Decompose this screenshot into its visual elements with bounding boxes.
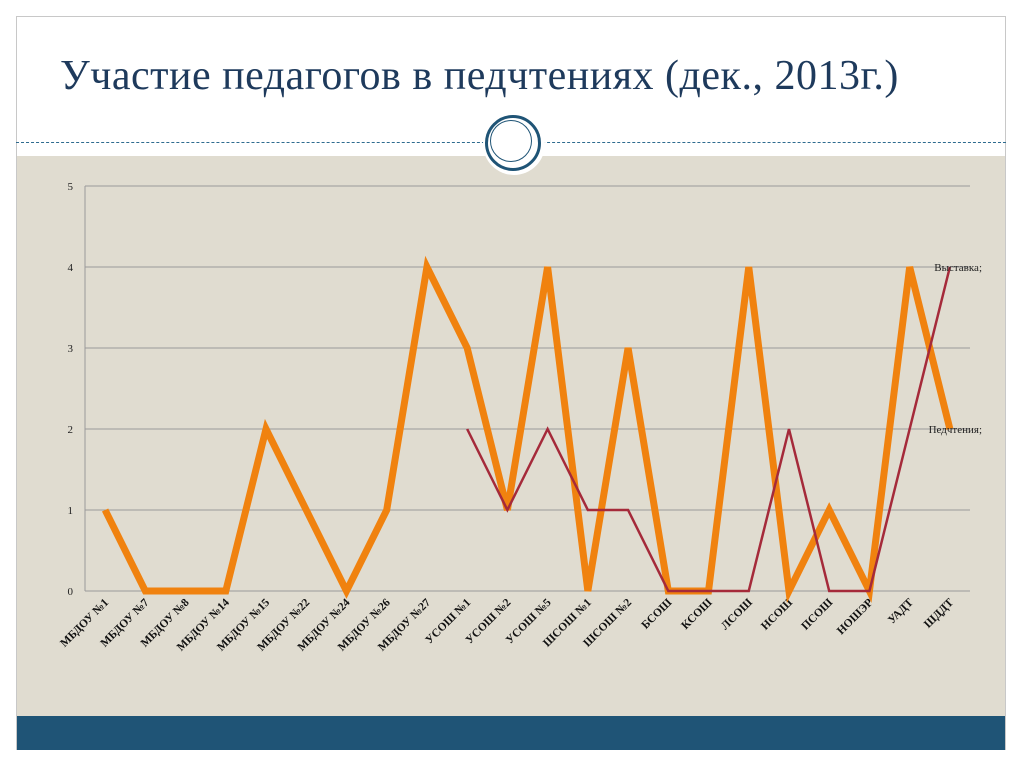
series-line-1 (466, 266, 952, 593)
footer-bar (17, 716, 1005, 750)
y-tick-label: 0 (68, 586, 74, 598)
y-tick-label: 3 (68, 343, 74, 355)
x-category-label: ШДДТ (922, 596, 956, 630)
circle-ornament-ring (485, 115, 541, 171)
x-category-label: НОШЭР (835, 597, 876, 638)
x-category-label: ПСОШ (799, 596, 835, 632)
y-tick-label: 2 (68, 424, 74, 436)
chart-grid (84, 185, 970, 592)
x-category-label: БСОШ (639, 596, 674, 631)
circle-ornament-inner-ring (490, 120, 532, 162)
y-tick-label: 4 (68, 262, 74, 274)
x-category-label: ЛСОШ (719, 596, 755, 632)
x-category-label: УАДТ (886, 596, 916, 626)
slide-title: Участие педагогов в педчтениях (дек., 20… (60, 53, 899, 99)
series-label: Выставка; (934, 262, 982, 274)
x-category-label: НСОШ (759, 596, 795, 632)
chart-panel (17, 156, 1005, 716)
y-tick-label: 1 (68, 505, 74, 517)
y-tick-label: 5 (68, 181, 74, 193)
series-line-0 (101, 255, 954, 603)
y-axis-ticks: 0 1 2 3 4 5 (68, 181, 74, 598)
chart-series (101, 255, 954, 603)
series-label: Педчтения; (929, 424, 982, 436)
x-category-label: КСОШ (679, 596, 715, 632)
series-labels: Педчтения; Выставка; (929, 262, 982, 436)
